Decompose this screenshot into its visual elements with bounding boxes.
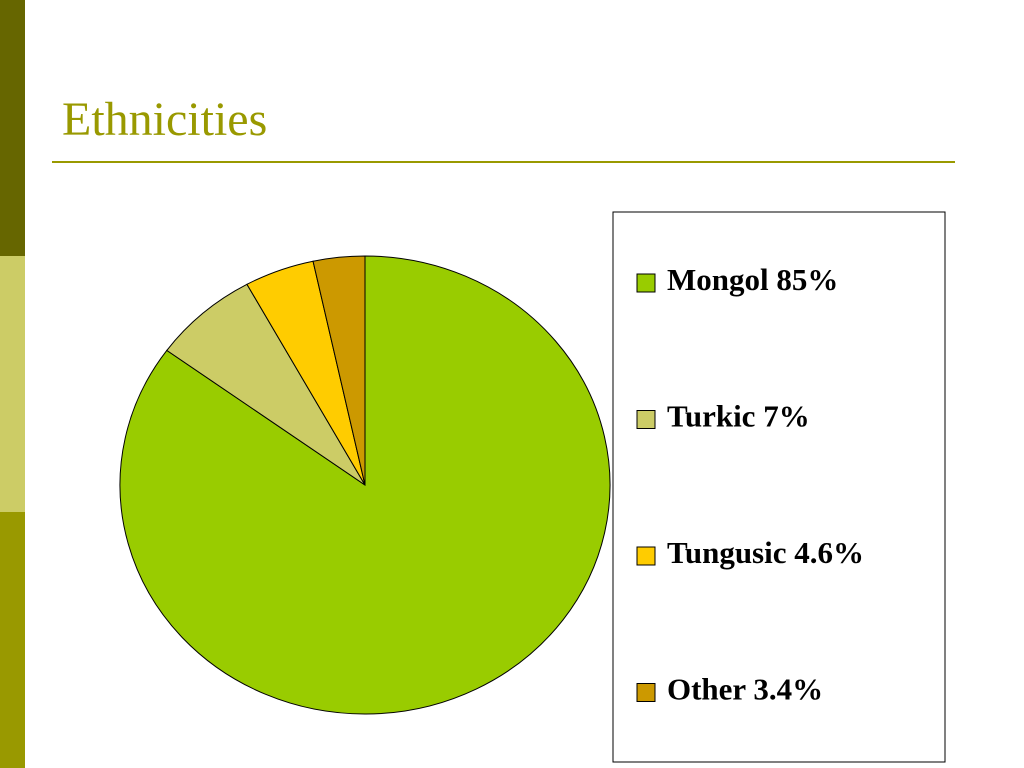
- legend-swatch: [636, 273, 656, 293]
- legend-label: Turkic 7%: [667, 399, 810, 434]
- stripe: [0, 256, 25, 512]
- chart-title: Ethnicities: [62, 93, 267, 146]
- pie-slice: [119, 255, 611, 715]
- legend-box: [612, 211, 946, 763]
- pie-slice: [312, 255, 366, 486]
- legend-swatch: [636, 683, 656, 702]
- stripe: [0, 0, 25, 256]
- legend-label: Mongol 85%: [667, 262, 838, 297]
- pie-slice: [166, 283, 366, 486]
- legend-swatch: [636, 410, 656, 429]
- legend-label: Other 3.4%: [667, 672, 823, 707]
- legend-label: Tungusic 4.6%: [667, 535, 864, 570]
- stripe: [0, 512, 25, 768]
- legend-swatch: [636, 546, 656, 566]
